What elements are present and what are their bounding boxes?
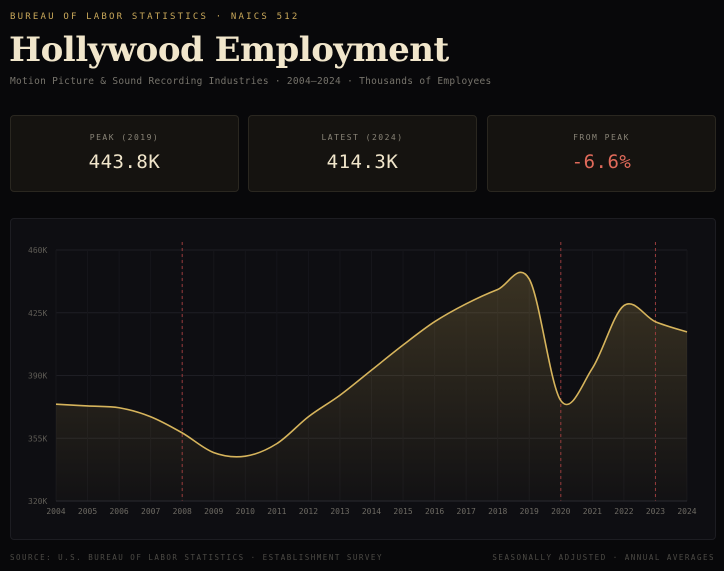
stat-card-latest: LATEST (2024) 414.3K	[248, 115, 477, 192]
page-title: Hollywood Employment	[9, 30, 449, 70]
stat-card-peak: PEAK (2019) 443.8K	[10, 115, 239, 192]
stat-value: 443.8K	[88, 151, 161, 173]
x-tick-label: 2013	[330, 507, 349, 516]
x-tick-label: 2005	[78, 507, 97, 516]
x-tick-label: 2022	[614, 507, 633, 516]
x-tick-label: 2019	[520, 507, 539, 516]
stat-card-from-peak: FROM PEAK -6.6%	[487, 115, 716, 192]
stat-label: LATEST (2024)	[321, 133, 404, 142]
employment-chart: 320K 355K 390K 425K 460K 2004 2005 2006 2007 2008…	[28, 242, 697, 516]
stat-label: FROM PEAK	[573, 133, 630, 142]
x-tick-label: 2021	[583, 507, 602, 516]
stat-value: 414.3K	[326, 151, 399, 173]
x-tick-label: 2009	[204, 507, 223, 516]
stat-value: -6.6%	[571, 151, 632, 173]
x-tick-label: 2008	[173, 507, 192, 516]
source-kicker: BUREAU OF LABOR STATISTICS · NAICS 512	[10, 12, 300, 22]
x-tick-label: 2023	[646, 507, 665, 516]
y-tick-label: 320K	[28, 497, 47, 506]
method-footer: SEASONALLY ADJUSTED · ANNUAL AVERAGES	[492, 553, 715, 562]
x-tick-label: 2006	[109, 507, 128, 516]
x-tick-label: 2011	[267, 507, 286, 516]
x-tick-label: 2020	[551, 507, 570, 516]
stat-label: PEAK (2019)	[89, 133, 160, 142]
source-footer: SOURCE: U.S. BUREAU OF LABOR STATISTICS …	[10, 553, 383, 562]
page-subtitle: Motion Picture & Sound Recording Industr…	[10, 76, 492, 87]
y-tick-label: 355K	[28, 434, 47, 443]
y-tick-label: 460K	[28, 246, 47, 255]
x-tick-label: 2018	[488, 507, 507, 516]
x-tick-label: 2007	[141, 507, 160, 516]
series-line	[55, 271, 688, 458]
series-area	[56, 272, 687, 501]
y-tick-label: 390K	[28, 372, 47, 381]
x-tick-label: 2014	[362, 507, 381, 516]
x-tick-label: 2012	[299, 507, 318, 516]
chart-panel: 320K 355K 390K 425K 460K 2004 2005 2006 2007 2008…	[10, 218, 716, 540]
x-tick-label: 2017	[457, 507, 476, 516]
x-tick-label: 2015	[393, 507, 412, 516]
x-tick-label: 2016	[425, 507, 444, 516]
x-tick-label: 2024	[677, 507, 696, 516]
x-tick-label: 2010	[236, 507, 255, 516]
x-tick-label: 2004	[46, 507, 65, 516]
y-tick-label: 425K	[28, 309, 47, 318]
